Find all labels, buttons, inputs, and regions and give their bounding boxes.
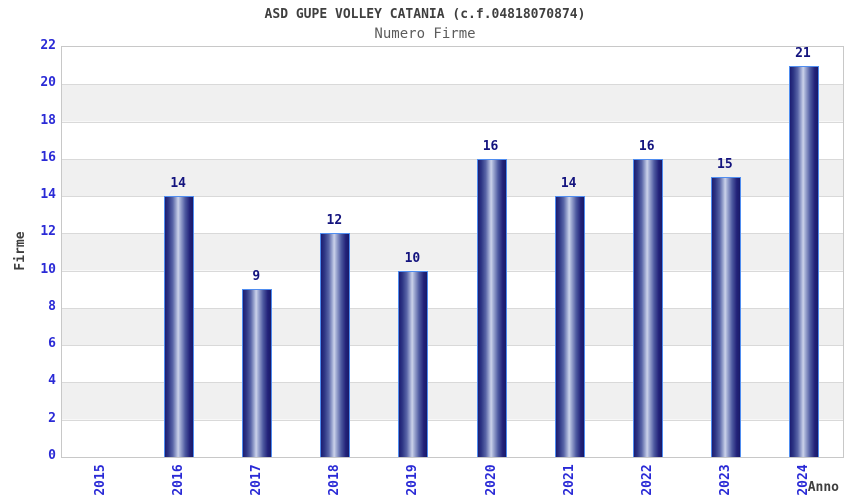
bar [398, 270, 429, 457]
plot-area [61, 46, 844, 458]
y-tick-label: 18 [40, 112, 56, 128]
x-tick-label: 2015 [93, 464, 109, 496]
y-tick-label: 10 [40, 261, 56, 277]
gridline [62, 382, 843, 384]
y-tick-label: 20 [40, 75, 56, 91]
bar-value-label: 9 [252, 269, 261, 285]
bar-value-label: 12 [326, 213, 343, 229]
y-tick-label: 4 [48, 373, 56, 389]
bar-value-label: 16 [482, 138, 499, 154]
chart-title: ASD GUPE VOLLEY CATANIA (c.f.04818070874… [264, 7, 586, 22]
bar-value-label: 14 [170, 176, 186, 192]
gridline [62, 307, 843, 309]
bar [320, 233, 351, 457]
x-tick-label: 2017 [249, 464, 265, 496]
x-tick-label: 2024 [795, 464, 811, 496]
gridline [62, 419, 843, 421]
bar [788, 65, 819, 457]
x-tick-label: 2016 [171, 464, 187, 496]
y-tick-label: 16 [40, 149, 56, 165]
y-tick-label: 2 [48, 410, 56, 426]
x-tick-label: 2022 [639, 464, 655, 496]
bar [242, 289, 273, 457]
x-axis-title: Anno [807, 480, 839, 495]
y-tick-label: 22 [40, 38, 56, 53]
gridline [62, 270, 843, 272]
bar-value-label: 16 [638, 138, 655, 154]
bar [710, 177, 741, 457]
bar-value-label: 14 [560, 176, 577, 192]
x-tick-label: 2019 [405, 464, 421, 496]
y-tick-label: 12 [40, 224, 56, 240]
x-tick-label: 2018 [327, 464, 343, 496]
bar [476, 158, 507, 457]
x-tick-label: 2020 [483, 464, 499, 496]
bar-value-label: 15 [717, 157, 733, 173]
y-tick-label: 6 [48, 336, 56, 352]
y-tick-label: 0 [48, 448, 56, 463]
y-tick-label: 8 [48, 298, 56, 314]
x-tick-label: 2023 [717, 464, 733, 496]
gridline [62, 121, 843, 123]
gridline [62, 345, 843, 347]
bar-value-label: 10 [404, 250, 421, 266]
chart-subtitle: Numero Firme [374, 26, 476, 42]
bar [164, 196, 195, 457]
gridline [62, 196, 843, 198]
gridline [62, 158, 843, 160]
bar-value-label: 21 [795, 45, 811, 61]
bar [632, 158, 663, 457]
bar [554, 196, 585, 457]
gridline [62, 84, 843, 86]
x-tick-label: 2021 [561, 464, 577, 496]
y-tick-label: 14 [40, 187, 56, 203]
gridline [62, 233, 843, 235]
